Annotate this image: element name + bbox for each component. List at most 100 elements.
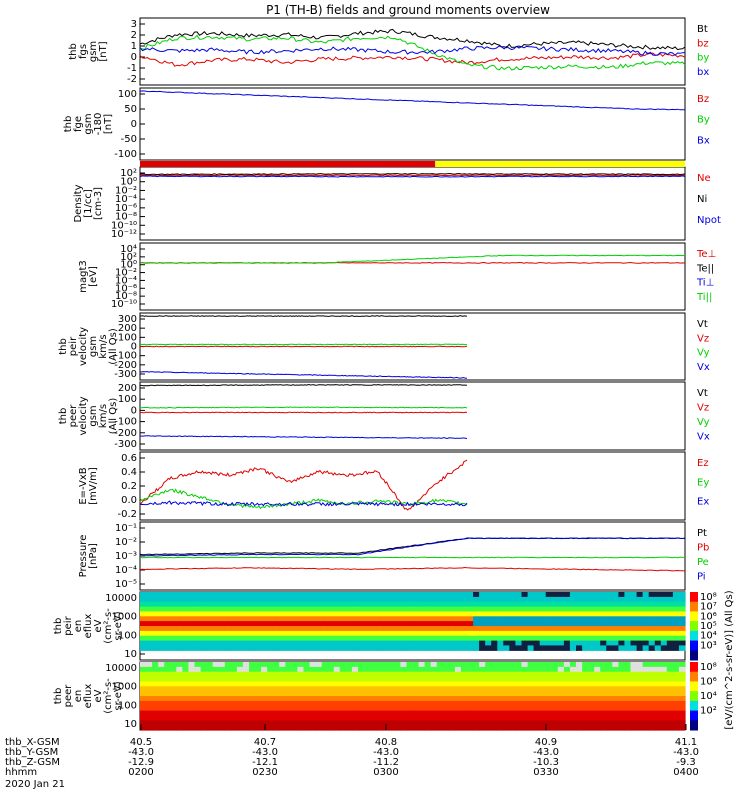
spectrogram-cell (327, 715, 335, 721)
spectrogram-cell (527, 606, 535, 613)
y-axis-label-line: Density (73, 184, 84, 222)
spectrogram-cell (364, 611, 371, 617)
spectrogram-cell (436, 710, 444, 717)
spectrogram-cell (188, 635, 196, 642)
spectrogram-cell (406, 700, 414, 707)
spectrogram-cell (582, 705, 589, 712)
spectrogram-cell (606, 640, 613, 647)
spectrogram-cell (467, 626, 474, 632)
spectrogram-cell (569, 681, 577, 687)
spectrogram-cell (370, 686, 377, 692)
spectrogram-cell (291, 681, 299, 687)
spectrogram-cell (140, 606, 147, 613)
spectrogram-cell (545, 640, 553, 647)
spectrogram-cell (412, 725, 420, 731)
spectrogram-cell (503, 710, 510, 717)
spectrogram-cell (206, 596, 214, 603)
spectrogram-cell (261, 626, 268, 632)
spectrogram-cell (273, 681, 280, 687)
spectrogram-cell (255, 630, 262, 637)
spectrogram-cell (418, 691, 426, 697)
y-tick-label: 0.0 (121, 495, 137, 506)
spectrogram-cell (551, 676, 559, 683)
spectrogram-cell (309, 725, 317, 731)
spectrogram-cell (430, 715, 438, 721)
spectrogram-cell (491, 725, 498, 731)
legend-Vx: Vx (697, 432, 710, 443)
spectrogram-cell (158, 630, 165, 637)
spectrogram-cell (606, 676, 613, 683)
spectrogram-cell (297, 681, 305, 687)
spectrogram-cell (200, 666, 208, 673)
spectrogram-cell (594, 681, 601, 687)
spectrogram-cell (576, 691, 583, 697)
spectrogram-cell (660, 686, 668, 692)
y-axis-label-line: (All Qs) (108, 328, 119, 365)
spectrogram-cell (158, 715, 165, 721)
spectrogram-cell (200, 621, 208, 627)
spectrogram-cell (164, 616, 171, 622)
spectrogram-cell (140, 630, 147, 637)
spectrogram-cell (364, 645, 371, 651)
spectrogram-cell (654, 626, 662, 632)
spectrogram-cell (358, 640, 365, 647)
spectrogram-cell (618, 671, 626, 678)
spectrogram-cell (533, 686, 541, 692)
spectrogram-cell (394, 601, 401, 608)
spectrogram-cell (261, 725, 268, 731)
spectrogram-cell (182, 676, 190, 683)
spectrogram-cell (539, 626, 547, 632)
spectrogram-cell (612, 630, 619, 637)
spectrogram-cell (515, 592, 523, 598)
spectrogram-cell (242, 630, 250, 637)
spectrogram-cell (642, 671, 650, 678)
spectrogram-cell (291, 700, 299, 707)
spectrogram-cell (297, 611, 305, 617)
spectrogram-cell (261, 715, 268, 721)
spectrogram-cell (606, 606, 613, 613)
spectrogram-cell (370, 596, 377, 603)
spectrogram-cell (672, 616, 680, 622)
spectrogram-cell (418, 592, 426, 598)
y-tick-label: 100 (118, 394, 137, 405)
spectrogram-cell (176, 671, 183, 678)
spectrogram-cell (267, 686, 274, 692)
spectrogram-cell (594, 592, 601, 598)
spectrogram-cell (678, 686, 686, 692)
spectrogram-cell (333, 671, 341, 678)
spectrogram-cell (642, 686, 650, 692)
legend-by: by (697, 53, 709, 64)
y-tick-label: 10 (124, 719, 137, 730)
spectrogram-cell (382, 621, 389, 627)
spectrogram-cell (170, 601, 177, 608)
spectrogram-cell (418, 676, 426, 683)
spectrogram-cell (588, 630, 595, 637)
spectrogram-cell (261, 635, 268, 642)
spectrogram-cell (442, 630, 450, 637)
spectrogram-cell (618, 691, 626, 697)
spectrogram-cell (497, 676, 504, 683)
y-axis-label-line: [cm-3] (93, 187, 104, 220)
spectrogram-cell (533, 710, 541, 717)
spectrogram-cell (424, 725, 432, 731)
spectrogram-cell (666, 635, 674, 642)
spectrogram-cell (467, 691, 474, 697)
spectrogram-cell (454, 700, 462, 707)
legend-Vt: Vt (697, 319, 708, 330)
spectrogram-cell (460, 671, 468, 678)
spectrogram-cell (249, 666, 256, 673)
spectrogram-cell (194, 686, 202, 692)
spectrogram-cell (479, 710, 486, 717)
spectrogram-cell (533, 626, 541, 632)
spectrogram-cell (473, 696, 480, 702)
spectrogram-cell (642, 696, 650, 702)
spectrogram-cell (672, 691, 680, 697)
spectrogram-cell (255, 596, 262, 603)
spectrogram-cell (418, 681, 426, 687)
spectrogram-cell (430, 640, 438, 647)
spectrogram-cell (339, 626, 347, 632)
spectrogram-cell (170, 606, 177, 613)
spectrogram-cell (309, 676, 317, 683)
spectrogram-cell (358, 592, 365, 598)
spectrogram-cell (594, 601, 601, 608)
